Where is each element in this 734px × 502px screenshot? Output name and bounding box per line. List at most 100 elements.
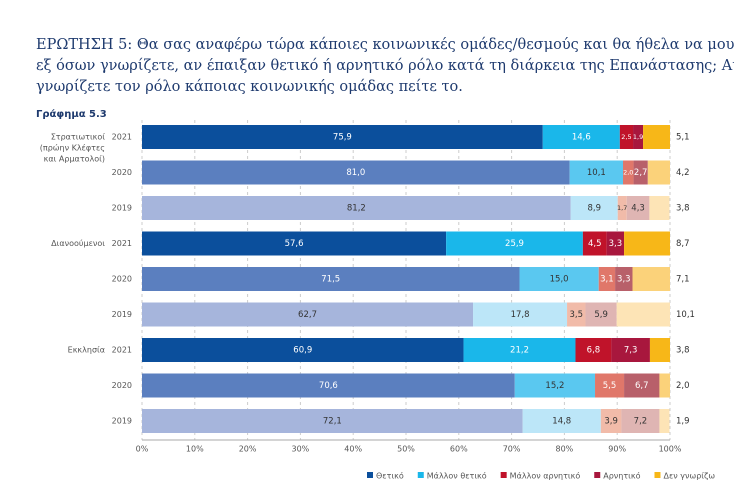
bar-segment: [142, 125, 543, 149]
value-label: 75,9: [333, 133, 352, 143]
bar-segment: [624, 373, 660, 398]
bar-segment: [659, 409, 670, 433]
chart-title: ΕΡΩΤΗΣΗ 5: Θα σας αναφέρω τώρα κάποιες κ…: [36, 36, 734, 53]
value-label: 21,2: [510, 346, 529, 356]
value-label: 14,6: [572, 133, 591, 143]
value-label: 57,6: [285, 239, 304, 249]
bar-segment: [582, 231, 607, 256]
legend-swatch: [417, 472, 424, 478]
value-label: 81,0: [346, 168, 365, 178]
bar-segment: [522, 409, 601, 433]
value-label: 2,0: [623, 169, 633, 177]
group-label: Στρατιωτικοί: [51, 133, 106, 142]
value-label: 2,5: [621, 133, 631, 141]
value-label: 8,9: [587, 204, 601, 214]
bar-segment: [142, 196, 571, 220]
value-label: 7,3: [624, 346, 638, 356]
value-label: 62,7: [298, 310, 317, 320]
y-tick-label: 2021: [112, 346, 132, 355]
chart-title: γνωρίζετε τον ρόλο κάποιας κοινωνικής ομ…: [36, 78, 463, 95]
bar-segment: [473, 302, 568, 327]
bar-segment: [569, 160, 624, 185]
bar-segment: [647, 160, 670, 185]
value-label: 3,8: [676, 204, 690, 214]
legend-label: Θετικό: [376, 471, 404, 481]
bar-segment: [598, 267, 616, 291]
value-label: 10,1: [587, 168, 606, 178]
x-tick-label: 90%: [608, 445, 626, 454]
bar-segment: [142, 373, 515, 398]
y-tick-label: 2019: [112, 204, 132, 213]
legend-label: Μάλλον αρνητικό: [510, 471, 581, 481]
value-label: 3,8: [676, 346, 690, 356]
legend-label: Δεν γνωρίζω: [663, 472, 715, 481]
value-label: 5,5: [603, 381, 617, 391]
value-label: 8,7: [676, 239, 690, 249]
legend-swatch: [654, 472, 661, 478]
bar-segment: [600, 409, 622, 433]
bar-segment: [623, 160, 634, 185]
bar-segment: [615, 267, 633, 291]
bar-segment: [649, 338, 670, 362]
x-tick-label: 50%: [397, 445, 415, 454]
value-label: 2,0: [676, 381, 690, 391]
value-label: 3,3: [617, 275, 631, 285]
value-label: 15,2: [545, 381, 564, 391]
group-label: και Αρματολοί): [44, 155, 105, 164]
bar-segment: [649, 196, 670, 220]
bar-segment: [619, 125, 634, 149]
value-label: 5,1: [676, 133, 690, 143]
y-tick-label: 2020: [112, 381, 132, 390]
bar-segment: [567, 302, 586, 327]
x-tick-label: 100%: [659, 445, 682, 454]
value-label: 72,1: [323, 417, 342, 427]
x-tick-label: 60%: [450, 445, 468, 454]
group-label: (πρώην Κλέφτες: [40, 143, 105, 153]
bar-segment: [570, 196, 618, 220]
chart-title: εξ όσων γνωρίζετε, αν έπαιξαν θετικό ή α…: [36, 57, 734, 74]
bar-segment: [617, 196, 627, 220]
bar-segment: [632, 267, 670, 291]
bar-segment: [624, 231, 670, 256]
bar-segment: [611, 338, 650, 362]
value-label: 81,2: [347, 204, 366, 214]
value-label: 60,9: [293, 346, 312, 356]
bar-segment: [142, 231, 447, 256]
bar-segment: [463, 338, 576, 362]
value-label: 7,1: [676, 275, 690, 285]
value-label: 4,5: [588, 239, 602, 249]
group-label: Διανοούμενοι: [51, 238, 105, 248]
value-label: 10,1: [676, 310, 695, 320]
bar-segment: [142, 160, 570, 185]
group-label: Εκκλησία: [68, 346, 105, 355]
bar-segment: [514, 373, 596, 398]
bar-segment: [446, 231, 583, 256]
value-label: 71,5: [321, 275, 340, 285]
bar-segment: [659, 373, 670, 398]
x-tick-label: 10%: [186, 445, 204, 454]
y-tick-label: 2021: [112, 133, 132, 142]
chart-subtitle: Γράφημα 5.3: [36, 108, 107, 120]
value-label: 7,2: [634, 417, 648, 427]
bar-segment: [643, 125, 670, 149]
y-tick-label: 2019: [112, 310, 132, 319]
bar-segment: [142, 338, 464, 362]
bar-segment: [633, 160, 648, 185]
bar-segment: [142, 302, 474, 327]
bar-segment: [542, 125, 620, 149]
value-label: 6,8: [587, 346, 601, 356]
legend-label: Αρνητικό: [603, 471, 640, 481]
y-tick-label: 2019: [112, 417, 132, 426]
x-tick-label: 70%: [503, 445, 521, 454]
bar-segment: [575, 338, 612, 362]
value-label: 4,2: [676, 168, 690, 178]
value-label: 3,1: [600, 275, 614, 285]
bar-segment: [621, 409, 660, 433]
value-label: 14,8: [552, 417, 571, 427]
value-label: 4,3: [631, 204, 645, 214]
value-label: 1,9: [633, 133, 643, 141]
bar-segment: [585, 302, 617, 327]
value-label: 1,7: [617, 204, 627, 212]
bar-segment: [595, 373, 625, 398]
